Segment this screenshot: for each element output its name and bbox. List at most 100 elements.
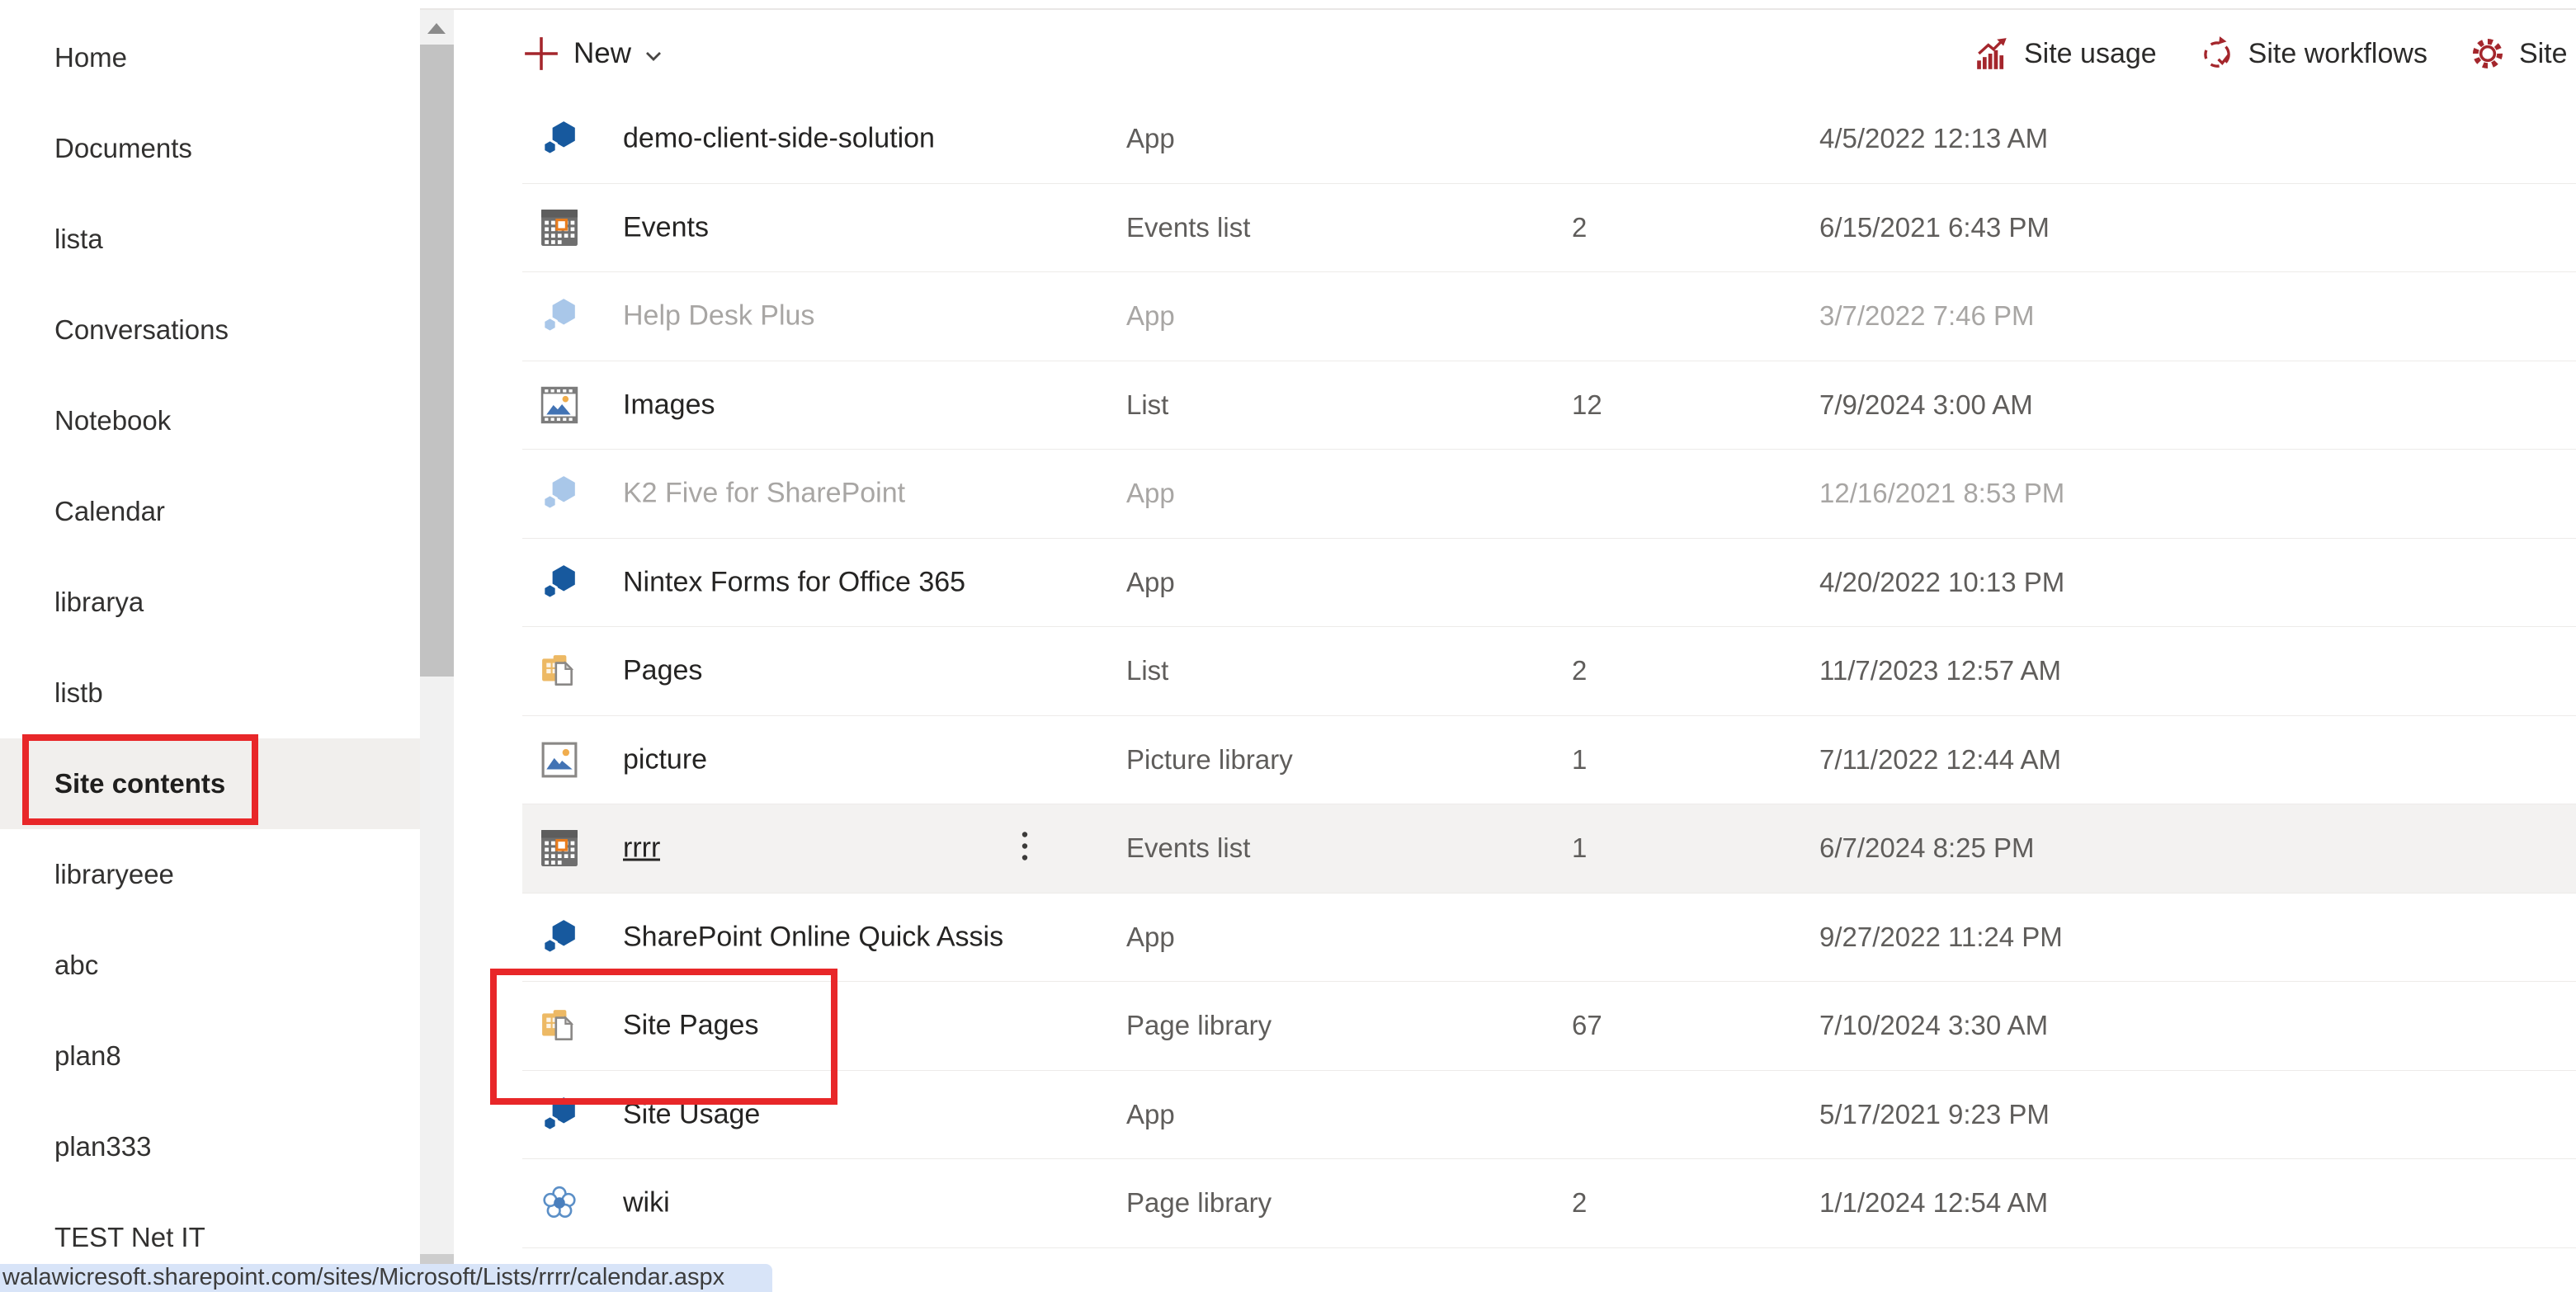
sidebar-item-label: plan8 xyxy=(54,1040,121,1071)
row-name-link[interactable]: wiki xyxy=(623,1186,670,1219)
sidebar-item-listb[interactable]: listb xyxy=(0,648,420,738)
table-row[interactable]: demo-client-side-solution App 4/5/2022 1… xyxy=(522,95,2576,184)
contents-table: demo-client-side-solution App 4/5/2022 1… xyxy=(522,95,2576,1248)
sidebar-item-calendar[interactable]: Calendar xyxy=(0,466,420,557)
table-row[interactable]: Events Events list 2 6/15/2021 6:43 PM xyxy=(522,184,2576,272)
row-name-link[interactable]: K2 Five for SharePoint xyxy=(623,477,906,509)
row-modified-date: 4/20/2022 10:13 PM xyxy=(1819,566,2065,597)
row-modified-date: 7/9/2024 3:00 AM xyxy=(1819,389,2033,420)
table-row[interactable]: Help Desk Plus App 3/7/2022 7:46 PM xyxy=(522,272,2576,361)
row-name-link[interactable]: SharePoint Online Quick Assis xyxy=(623,921,1004,953)
new-button[interactable]: New xyxy=(522,25,663,83)
sidebar-item-notebook[interactable]: Notebook xyxy=(0,375,420,466)
sidebar-item-conversations[interactable]: Conversations xyxy=(0,285,420,375)
sidebar-item-label: Calendar xyxy=(54,496,165,526)
row-name-link[interactable]: Events xyxy=(623,211,709,243)
site-workflows-cycle-icon xyxy=(2198,35,2236,73)
table-row[interactable]: rrrr Events list 1 6/7/2024 8:25 PM xyxy=(522,804,2576,894)
new-button-label: New xyxy=(573,37,632,69)
table-row[interactable]: Site Usage App 5/17/2021 9:23 PM xyxy=(522,1071,2576,1159)
sidebar-item-documents[interactable]: Documents xyxy=(0,103,420,194)
sharepoint-app-icon xyxy=(540,1096,578,1134)
sharepoint-app-icon xyxy=(540,120,578,158)
row-item-count: 1 xyxy=(1572,832,1588,864)
table-row[interactable]: Images List 12 7/9/2024 3:00 AM xyxy=(522,361,2576,450)
row-modified-date: 1/1/2024 12:54 AM xyxy=(1819,1187,2049,1219)
events-calendar-icon xyxy=(540,829,578,867)
row-name-link[interactable]: demo-client-side-solution xyxy=(623,122,935,154)
table-row[interactable]: SharePoint Online Quick Assis App 9/27/2… xyxy=(522,894,2576,982)
chevron-down-icon xyxy=(646,52,662,61)
row-modified-date: 11/7/2023 12:57 AM xyxy=(1819,655,2061,686)
sidebar-item-abc[interactable]: abc xyxy=(0,920,420,1011)
sidebar-scrollbar[interactable] xyxy=(420,10,454,1292)
events-calendar-icon xyxy=(540,209,578,247)
site-usage-button[interactable]: Site usage xyxy=(1974,35,2157,73)
gear-icon xyxy=(2469,35,2507,73)
row-type: App xyxy=(1126,300,1175,332)
row-name-link[interactable]: Pages xyxy=(623,654,703,686)
table-row[interactable]: Pages List 2 11/7/2023 12:57 AM xyxy=(522,627,2576,716)
row-name-link[interactable]: Site Pages xyxy=(623,1009,759,1041)
site-usage-label: Site usage xyxy=(2024,37,2157,69)
sidebar-item-home[interactable]: Home xyxy=(0,12,420,103)
row-type: Picture library xyxy=(1126,743,1293,775)
row-type: Page library xyxy=(1126,1187,1272,1219)
picture-frame-icon xyxy=(540,741,578,779)
sidebar-item-label: Home xyxy=(54,42,128,73)
row-item-count: 2 xyxy=(1572,655,1588,686)
site-workflows-button[interactable]: Site workflows xyxy=(2198,35,2427,73)
sharepoint-app-icon xyxy=(540,474,578,512)
row-modified-date: 7/10/2024 3:30 AM xyxy=(1819,1010,2049,1041)
sidebar-item-lista[interactable]: lista xyxy=(0,194,420,285)
plus-icon xyxy=(525,37,558,70)
scrollbar-up-arrow-icon[interactable] xyxy=(427,23,446,34)
pages-folder-icon xyxy=(540,1007,578,1044)
row-modified-date: 6/7/2024 8:25 PM xyxy=(1819,832,2035,864)
row-type: App xyxy=(1126,123,1175,154)
link-preview-status-bar: walawicresoft.sharepoint.com/sites/Micro… xyxy=(0,1264,772,1292)
sidebar-item-label: listb xyxy=(54,677,103,708)
row-name-link[interactable]: rrrr xyxy=(623,832,661,864)
sharepoint-app-icon xyxy=(540,563,578,601)
row-item-count: 2 xyxy=(1572,1187,1588,1219)
sidebar-nav: Home Documents lista Conversations Noteb… xyxy=(0,0,420,1283)
row-modified-date: 3/7/2022 7:46 PM xyxy=(1819,300,2035,332)
row-name-link[interactable]: Nintex Forms for Office 365 xyxy=(623,566,966,598)
sidebar-item-label: plan333 xyxy=(54,1131,152,1162)
link-preview-url: walawicresoft.sharepoint.com/sites/Micro… xyxy=(2,1264,725,1290)
sidebar-item-label: lista xyxy=(54,224,103,254)
row-type: Page library xyxy=(1126,1010,1272,1041)
row-name-link[interactable]: Images xyxy=(623,389,715,421)
sidebar-item-label: librarya xyxy=(54,587,144,617)
table-row[interactable]: K2 Five for SharePoint App 12/16/2021 8:… xyxy=(522,450,2576,539)
sidebar-item-librarya[interactable]: librarya xyxy=(0,557,420,648)
sidebar-item-plan333[interactable]: plan333 xyxy=(0,1101,420,1192)
site-settings-label: Site se xyxy=(2518,37,2576,69)
sidebar-item-plan8[interactable]: plan8 xyxy=(0,1011,420,1101)
filmstrip-icon xyxy=(540,386,578,424)
wiki-flower-icon xyxy=(540,1184,578,1222)
row-name-link[interactable]: Help Desk Plus xyxy=(623,299,815,332)
row-type: App xyxy=(1126,566,1175,597)
table-row[interactable]: picture Picture library 1 7/11/2022 12:4… xyxy=(522,716,2576,804)
site-settings-button[interactable]: Site se xyxy=(2469,35,2576,73)
row-name-link[interactable]: picture xyxy=(623,743,708,776)
sidebar-item-site-contents[interactable]: Site contents xyxy=(0,738,420,829)
sidebar-item-label: Site contents xyxy=(54,768,226,799)
site-usage-chart-icon xyxy=(1974,35,2012,73)
table-row[interactable]: wiki Page library 2 1/1/2024 12:54 AM xyxy=(522,1159,2576,1248)
sidebar-item-libraryeee[interactable]: libraryeee xyxy=(0,829,420,920)
sidebar-item-label: Documents xyxy=(54,133,192,163)
row-name-link[interactable]: Site Usage xyxy=(623,1098,761,1130)
sidebar-item-test-net-it[interactable]: TEST Net IT xyxy=(0,1192,420,1283)
table-row[interactable]: Site Pages Page library 67 7/10/2024 3:3… xyxy=(522,982,2576,1071)
row-modified-date: 5/17/2021 9:23 PM xyxy=(1819,1098,2050,1129)
site-workflows-label: Site workflows xyxy=(2248,37,2427,69)
row-more-actions-ellipsis-icon[interactable] xyxy=(1021,830,1029,867)
row-type: Events list xyxy=(1126,211,1251,243)
scrollbar-thumb[interactable] xyxy=(420,45,454,677)
pages-folder-icon xyxy=(540,652,578,690)
table-row[interactable]: Nintex Forms for Office 365 App 4/20/202… xyxy=(522,539,2576,627)
